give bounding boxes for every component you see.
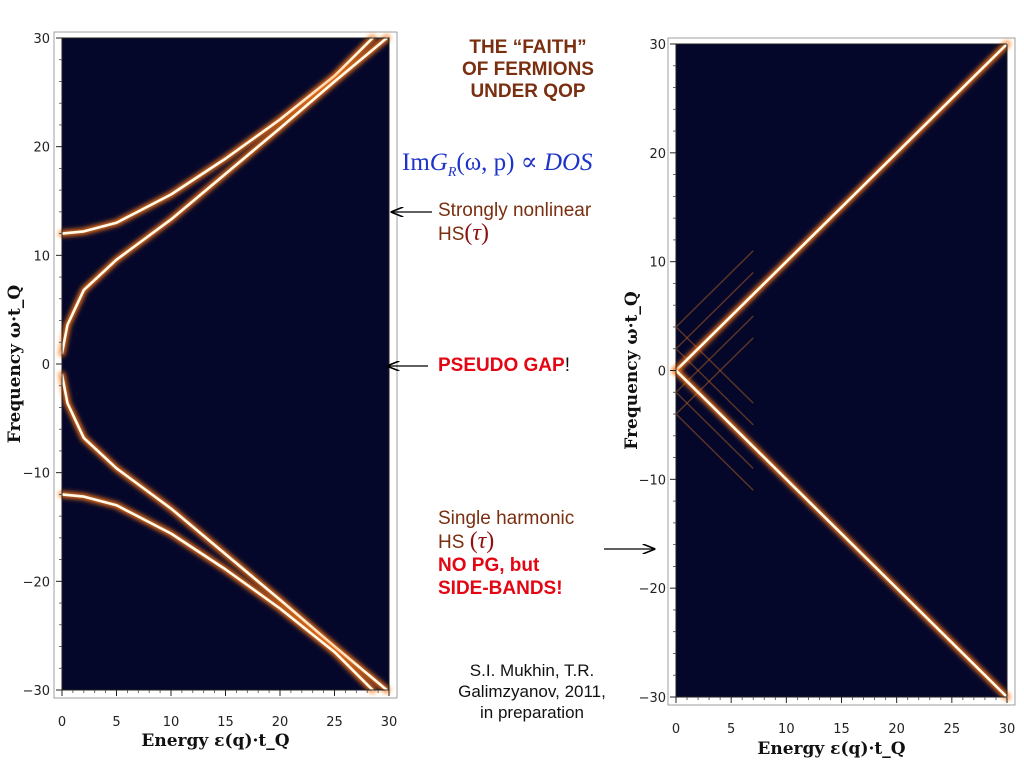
- heading-the: THE: [469, 37, 508, 58]
- hs-label-2: HS: [438, 532, 465, 553]
- right-spectral-plot: 0 5 10 15 20 25 30 30 20 10 0 −10 −20 −30 Energy ε(q)·…: [622, 37, 1016, 759]
- y-tick-label: −30: [639, 691, 666, 706]
- x-tick-label: 30: [999, 722, 1016, 737]
- heading-faith: “FAITH”: [512, 37, 587, 58]
- side-band-line: [675, 337, 754, 415]
- hs-label-1: HS: [438, 224, 465, 245]
- x-tick-label: 25: [326, 715, 343, 730]
- x-tick-label: 25: [944, 722, 961, 737]
- x-axis-label: Energy ε(q)·t_Q: [141, 731, 289, 751]
- y-tick-label: −30: [23, 684, 50, 699]
- y-tick-label: −20: [639, 582, 666, 597]
- x-tick-label: 10: [778, 722, 795, 737]
- y-tick-label: 30: [33, 32, 50, 47]
- heading-line-3: UNDER QOP: [470, 81, 586, 102]
- tau-symbol-1: τ: [472, 220, 481, 246]
- x-axis-label: Energy ε(q)·t_Q: [757, 739, 905, 759]
- x-tick-label: 10: [163, 715, 180, 730]
- dispersion-curve: [674, 42, 1009, 372]
- formula-sub: R: [447, 165, 457, 180]
- x-tick-label: 0: [672, 722, 680, 737]
- left-spectral-plot: 0 5 10 15 20 25 30 30 20 10 0 −10 −20 −30 Energy ε(q)·…: [5, 31, 398, 751]
- formula-dos: DOS: [543, 149, 593, 176]
- pseudo-gap-label: PSEUDO GAP: [438, 355, 565, 376]
- heading-line-1: THE “FAITH”: [430, 37, 626, 59]
- side-bands-label: SIDE-BANDS!: [438, 578, 563, 599]
- y-axis-label: Frequency ω·t_Q: [622, 291, 642, 450]
- citation-line-1: S.I. Mukhin, T.R.: [469, 661, 595, 680]
- formula-g: G: [429, 149, 448, 176]
- plot-background: [676, 44, 1007, 697]
- x-tick-label: 20: [888, 722, 905, 737]
- y-axis-label: Frequency ω·t_Q: [5, 285, 25, 444]
- tau-paren-open-2: (: [469, 528, 478, 554]
- x-tick-label: 15: [833, 722, 850, 737]
- tau-paren-open-1: (: [464, 220, 473, 246]
- x-tick-label: 5: [112, 715, 120, 730]
- single-harmonic-label: Single harmonic: [438, 508, 575, 529]
- x-tick-label: 20: [272, 715, 289, 730]
- y-tick-label: 0: [658, 365, 666, 380]
- heading-line-2: OF FERMIONS: [462, 59, 594, 80]
- citation-block: S.I. Mukhin, T.R. Galimzyanov, 2011, in …: [424, 660, 640, 723]
- dos-formula: ImGR(ω, p) ∝ DOS: [402, 147, 593, 181]
- strongly-nonlinear-note: Strongly nonlinear HS(τ): [438, 199, 591, 246]
- citation-line-3: in preparation: [480, 703, 584, 722]
- strongly-nonlinear-label: Strongly nonlinear: [438, 200, 592, 221]
- y-tick-label: 10: [649, 256, 666, 271]
- side-band-line: [675, 272, 754, 350]
- heading-block: THE “FAITH” OF FERMIONS UNDER QOP: [430, 37, 626, 103]
- x-tick-label: 0: [58, 715, 66, 730]
- x-tick-label: 30: [381, 715, 398, 730]
- no-pg-label: NO PG, but: [438, 555, 540, 576]
- y-tick-label: 20: [649, 147, 666, 162]
- side-band-line: [675, 250, 754, 328]
- tau-paren-close-1: ): [481, 220, 489, 246]
- dispersion-curve: [60, 373, 389, 692]
- single-harmonic-note: Single harmonic HS (τ) NO PG, but SIDE-B…: [438, 507, 574, 600]
- y-tick-label: 10: [33, 249, 50, 264]
- dispersion-curve: [674, 369, 1009, 699]
- formula-args: (ω, p) ∝: [456, 149, 538, 176]
- x-tick-label: 5: [727, 722, 735, 737]
- pseudo-gap-exclaim: !: [564, 355, 570, 376]
- y-tick-label: 20: [33, 141, 50, 156]
- dispersion-curve: [60, 36, 374, 235]
- tau-symbol-2: τ: [477, 528, 487, 554]
- dispersion-curve: [60, 493, 374, 692]
- x-tick-label: 15: [217, 715, 234, 730]
- plot-background: [62, 38, 389, 690]
- tau-paren-close-2: ): [486, 528, 495, 554]
- y-tick-label: −20: [23, 575, 50, 590]
- y-tick-label: 30: [649, 38, 666, 53]
- dispersion-curve: [60, 36, 389, 355]
- y-tick-label: −10: [23, 467, 50, 482]
- plot-outer-frame: [667, 37, 1016, 706]
- side-band-line: [675, 391, 754, 469]
- formula-im: Im: [402, 149, 430, 176]
- side-band-line: [675, 326, 754, 404]
- citation-line-2: Galimzyanov, 2011,: [458, 682, 606, 701]
- pseudo-gap-note: PSEUDO GAP!: [438, 355, 570, 377]
- y-tick-label: −10: [639, 473, 666, 488]
- side-band-line: [675, 413, 754, 491]
- y-tick-label: 0: [42, 358, 50, 373]
